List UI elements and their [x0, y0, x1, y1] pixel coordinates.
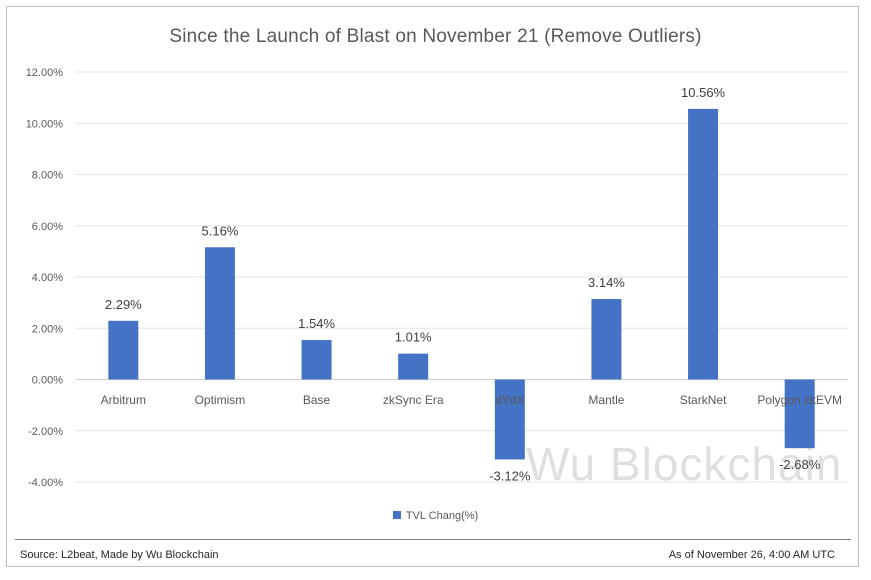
y-tick-label: 6.00% — [32, 221, 63, 233]
legend: TVL Chang(%) — [0, 510, 871, 522]
y-tick-label: -2.00% — [28, 426, 63, 438]
data-label: 3.14% — [588, 275, 625, 290]
bar — [108, 320, 139, 380]
y-tick-label: 4.00% — [32, 272, 63, 284]
y-tick-label: 10.00% — [26, 118, 64, 130]
y-tick-label: -4.00% — [28, 477, 63, 489]
x-tick-label: Base — [303, 393, 331, 407]
legend-swatch — [392, 511, 401, 519]
x-tick-label: StarkNet — [680, 393, 727, 407]
chart-title: Since the Launch of Blast on November 21… — [169, 26, 702, 47]
x-tick-label: Optimism — [195, 393, 246, 407]
legend-label: TVL Chang(%) — [405, 510, 479, 522]
footer-divider — [15, 539, 851, 540]
x-tick-label: Mantle — [588, 393, 624, 407]
y-tick-label: 12.00% — [26, 67, 64, 79]
bar — [688, 108, 719, 380]
x-tick-label: dYdX — [495, 393, 524, 407]
x-tick-label: Polygon zkEVM — [757, 393, 842, 407]
data-label: 1.54% — [298, 316, 335, 331]
y-tick-label: 2.00% — [32, 323, 63, 335]
x-tick-label: Arbitrum — [101, 393, 146, 407]
data-label: -3.12% — [489, 468, 531, 483]
bar — [204, 247, 235, 380]
x-tick-label: zkSync Era — [383, 393, 444, 407]
y-tick-label: 8.00% — [32, 170, 63, 182]
data-label: 5.16% — [202, 223, 239, 238]
bar — [784, 379, 815, 449]
bar — [591, 299, 622, 380]
bar — [494, 379, 525, 460]
bar — [301, 340, 332, 380]
footer-as-of: As of November 26, 4:00 AM UTC — [668, 549, 835, 561]
bar — [398, 353, 429, 380]
data-label: 1.01% — [395, 330, 432, 345]
data-label: -2.68% — [779, 457, 821, 472]
footer-source: Source: L2beat, Made by Wu Blockchain — [20, 549, 219, 561]
y-tick-label: 0.00% — [32, 375, 63, 387]
data-label: 2.29% — [105, 297, 142, 312]
data-label: 10.56% — [681, 85, 726, 100]
